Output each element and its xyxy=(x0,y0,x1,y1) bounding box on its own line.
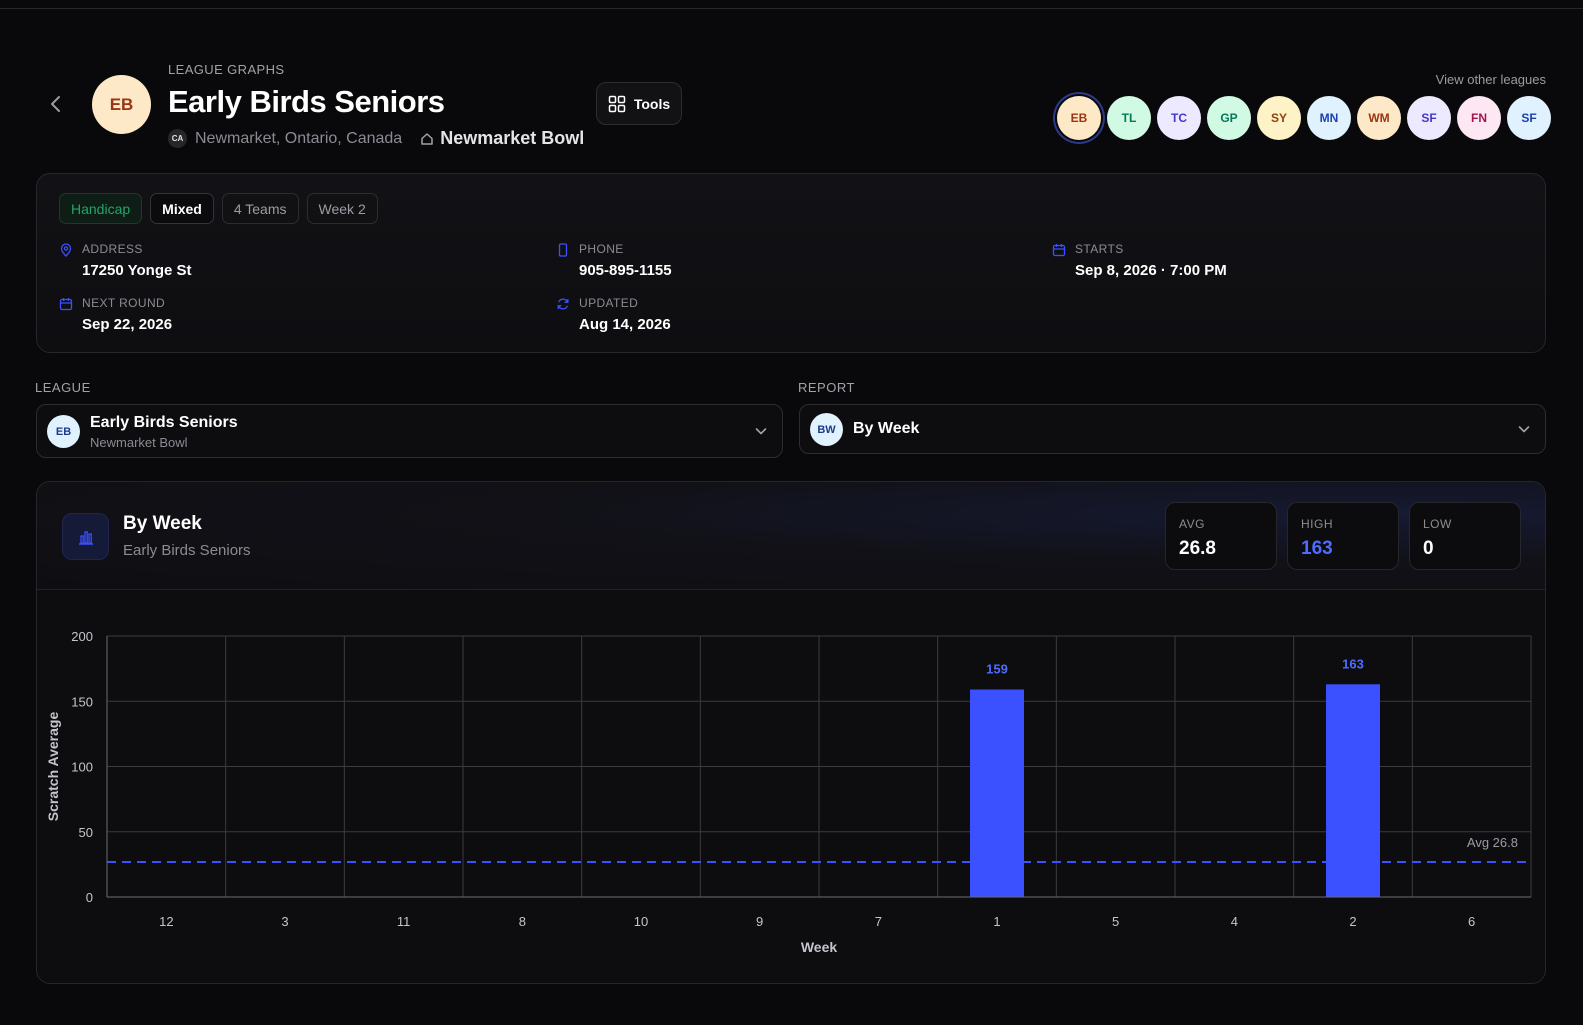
x-axis-title: Week xyxy=(801,939,838,955)
x-tick-label: 2 xyxy=(1349,914,1356,929)
report-select-label: REPORT xyxy=(798,380,855,395)
league-chip-tl[interactable]: TL xyxy=(1107,96,1151,140)
bar-week-1 xyxy=(970,689,1024,897)
y-tick-label: 0 xyxy=(86,890,93,905)
chevron-down-icon xyxy=(755,428,767,435)
bar-value-label: 159 xyxy=(986,662,1008,677)
grid-icon xyxy=(608,95,626,112)
chevron-down-icon xyxy=(1518,426,1530,433)
y-axis-title: Scratch Average xyxy=(45,712,61,822)
x-tick-label: 11 xyxy=(397,914,411,929)
address-value: 17250 Yonge St xyxy=(82,262,192,279)
league-switcher: EB TL TC GP SY MN WM SF FN SF xyxy=(1057,96,1551,140)
stat-high: HIGH 163 xyxy=(1287,502,1399,570)
x-tick-label: 10 xyxy=(634,914,648,929)
home-icon xyxy=(421,132,433,145)
top-divider xyxy=(0,8,1583,9)
bar-chart-icon xyxy=(62,513,109,560)
league-chip-sf[interactable]: SF xyxy=(1407,96,1451,140)
league-chip-wm[interactable]: WM xyxy=(1357,96,1401,140)
league-select-title: Early Birds Seniors xyxy=(90,414,238,431)
x-tick-label: 5 xyxy=(1112,914,1119,929)
updated-value: Aug 14, 2026 xyxy=(579,316,671,333)
y-tick-label: 50 xyxy=(79,825,93,840)
league-avatar: EB xyxy=(92,75,151,134)
back-button[interactable] xyxy=(44,92,68,116)
tag-week: Week 2 xyxy=(306,193,378,224)
next-round-value: Sep 22, 2026 xyxy=(82,316,173,333)
stat-high-value: 163 xyxy=(1301,538,1333,559)
venue-name: Newmarket Bowl xyxy=(440,128,585,148)
report-select-title: By Week xyxy=(853,420,920,437)
tag-handicap: Handicap xyxy=(59,193,143,224)
x-tick-label: 6 xyxy=(1468,914,1475,929)
location-text: Newmarket, Ontario, Canada xyxy=(195,129,403,147)
y-tick-label: 100 xyxy=(71,760,93,775)
league-chip-sf-2[interactable]: SF xyxy=(1507,96,1551,140)
next-round-label: NEXT ROUND xyxy=(82,296,166,310)
league-chip-tc[interactable]: TC xyxy=(1157,96,1201,140)
phone-value: 905-895-1155 xyxy=(579,262,672,279)
bar-week-2 xyxy=(1326,684,1380,897)
y-tick-label: 150 xyxy=(71,694,93,709)
x-tick-label: 7 xyxy=(875,914,882,929)
league-chip-sy[interactable]: SY xyxy=(1257,96,1301,140)
page-eyebrow: LEAGUE GRAPHS xyxy=(168,62,285,77)
league-info-card: Handicap Mixed 4 Teams Week 2 ADDRESS 17… xyxy=(36,173,1546,353)
address-label: ADDRESS xyxy=(82,242,143,256)
venue: Newmarket Bowl xyxy=(420,128,584,149)
league-select[interactable]: EB Early Birds Seniors Newmarket Bowl xyxy=(36,404,783,458)
page-title: Early Birds Seniors xyxy=(168,84,445,119)
chart-header: By Week Early Birds Seniors AVG 26.8 HIG… xyxy=(37,482,1545,590)
avg-line-label: Avg 26.8 xyxy=(1467,835,1518,850)
bar-value-label: 163 xyxy=(1342,656,1364,671)
league-select-subtitle: Newmarket Bowl xyxy=(90,435,188,450)
stat-high-label: HIGH xyxy=(1301,517,1333,531)
stat-avg: AVG 26.8 xyxy=(1165,502,1277,570)
x-tick-label: 9 xyxy=(756,914,763,929)
tag-list: Handicap Mixed 4 Teams Week 2 xyxy=(59,193,378,224)
league-chip-gp[interactable]: GP xyxy=(1207,96,1251,140)
chart-subtitle: Early Birds Seniors xyxy=(123,542,251,559)
starts-value: Sep 8, 2026 · 7:00 PM xyxy=(1075,262,1227,279)
phone-icon xyxy=(558,243,568,257)
report-select-avatar: BW xyxy=(810,413,843,446)
league-chip-mn[interactable]: MN xyxy=(1307,96,1351,140)
x-tick-label: 4 xyxy=(1231,914,1238,929)
stat-avg-value: 26.8 xyxy=(1179,538,1216,559)
location-row: CA Newmarket, Ontario, Canada Newmarket … xyxy=(168,128,584,149)
chart-title: By Week xyxy=(123,513,202,534)
x-tick-label: 3 xyxy=(281,914,288,929)
y-tick-label: 200 xyxy=(71,629,93,644)
tools-button[interactable]: Tools xyxy=(596,82,682,125)
league-chip-fn[interactable]: FN xyxy=(1457,96,1501,140)
report-select[interactable]: BW By Week xyxy=(799,404,1546,454)
stat-low-value: 0 xyxy=(1423,538,1434,559)
map-pin-icon xyxy=(60,243,72,257)
calendar-icon xyxy=(1052,244,1066,257)
country-badge: CA xyxy=(168,129,187,148)
tag-mixed: Mixed xyxy=(150,193,214,224)
starts-label: STARTS xyxy=(1075,242,1124,256)
tag-teams: 4 Teams xyxy=(221,193,299,224)
x-tick-label: 12 xyxy=(159,914,173,929)
stat-low-label: LOW xyxy=(1423,517,1452,531)
x-tick-label: 8 xyxy=(519,914,526,929)
league-select-label: LEAGUE xyxy=(35,380,91,395)
phone-label: PHONE xyxy=(579,242,624,256)
refresh-icon xyxy=(557,298,569,310)
calendar-clock-icon xyxy=(59,298,73,311)
chevron-left-icon xyxy=(51,96,60,112)
chart-card: By Week Early Birds Seniors AVG 26.8 HIG… xyxy=(36,481,1546,984)
bar-chart: 0 50 100 150 200 12 3 11 8 10 9 7 159 1 5 4 163 2 6 Avg 26.… xyxy=(45,629,1532,955)
league-select-avatar: EB xyxy=(47,415,80,448)
updated-label: UPDATED xyxy=(579,296,639,310)
view-other-leagues-link[interactable]: View other leagues xyxy=(1435,72,1546,87)
stat-low: LOW 0 xyxy=(1409,502,1521,570)
tools-label: Tools xyxy=(633,95,671,112)
stat-avg-label: AVG xyxy=(1179,517,1205,531)
x-tick-label: 1 xyxy=(993,914,1000,929)
league-chip-eb[interactable]: EB xyxy=(1057,96,1101,140)
